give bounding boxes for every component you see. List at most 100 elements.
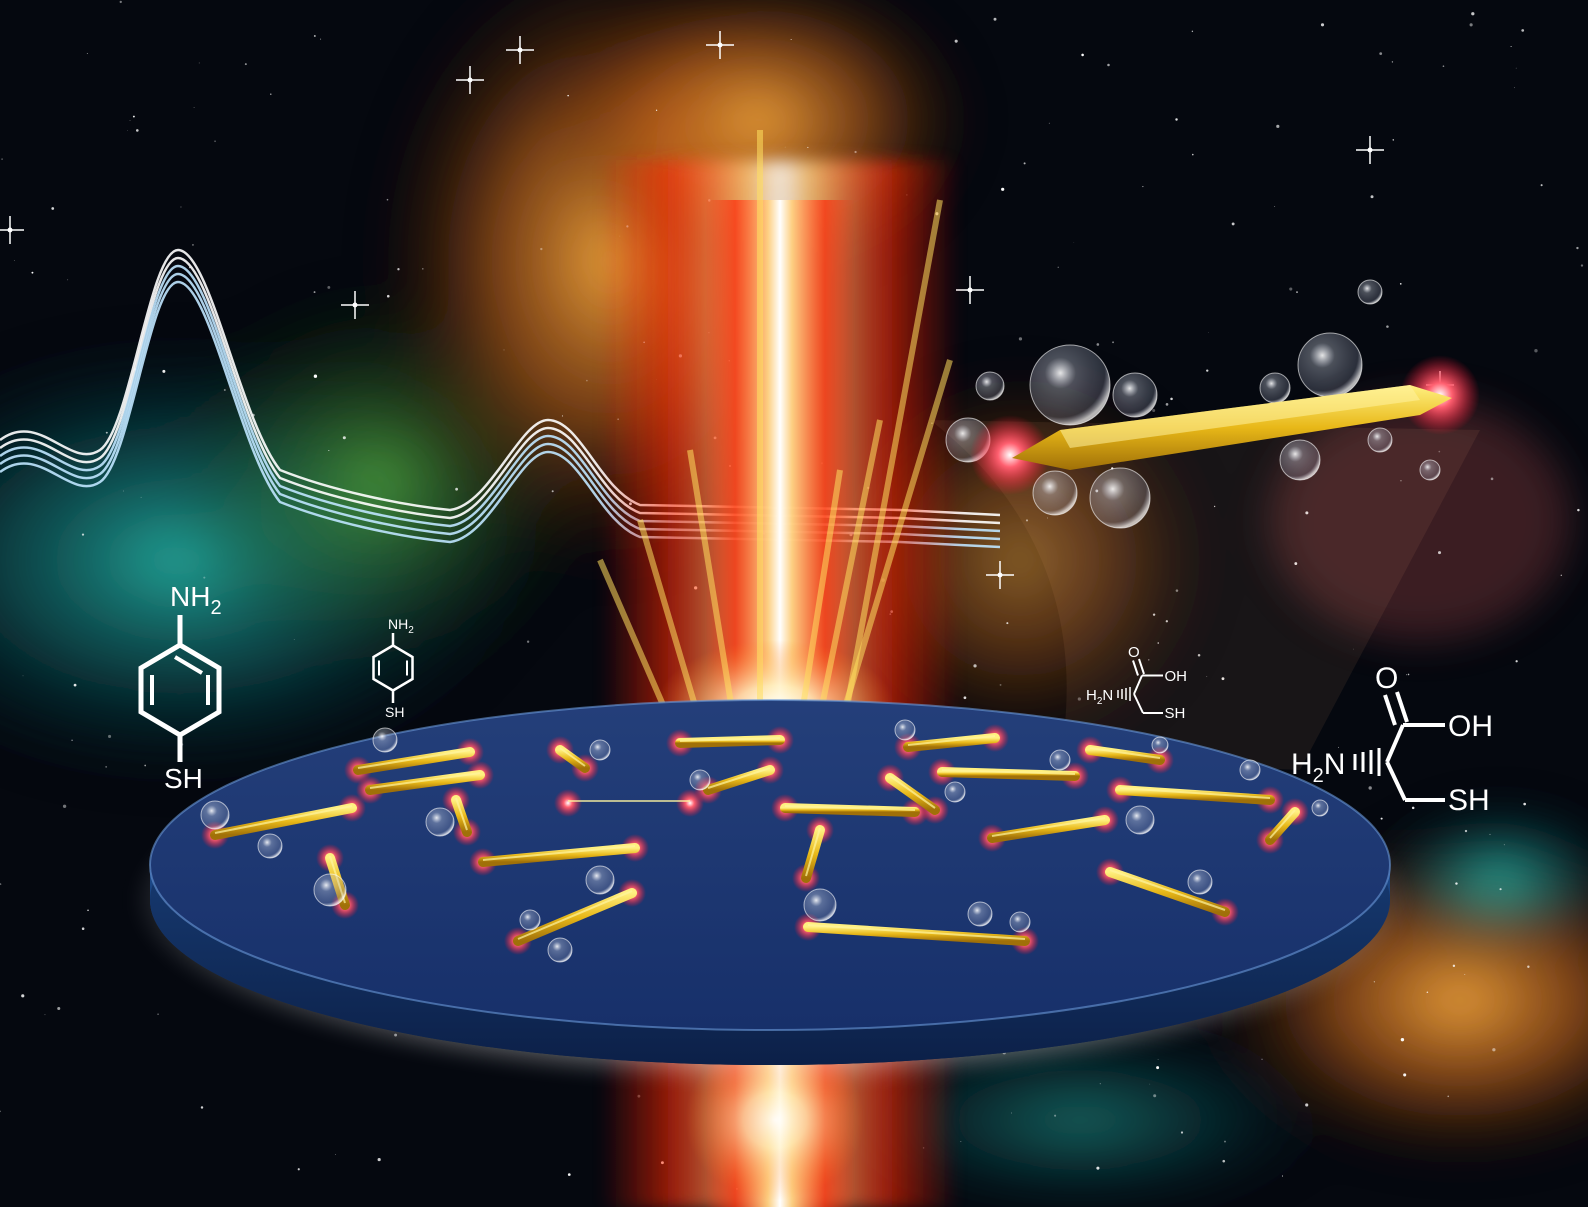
star: [119, 0, 122, 4]
star: [1352, 648, 1354, 650]
star: [1400, 1037, 1405, 1042]
star: [1180, 1131, 1184, 1134]
star: [1213, 505, 1216, 508]
bubble: [1151, 736, 1169, 754]
bubble: [589, 739, 611, 761]
star: [1469, 23, 1473, 27]
star: [62, 804, 67, 808]
raman-spectrum-lines: [0, 248, 1001, 549]
star: [198, 62, 200, 64]
gold-nanorod: [546, 736, 599, 782]
bubble: [1089, 467, 1151, 529]
spectrum-trace: [0, 264, 1001, 533]
star: [993, 17, 997, 21]
amine-label: NH2: [170, 581, 222, 619]
cysteine-structure-small: O OH H2N SH: [1086, 644, 1187, 722]
bubble: [425, 807, 455, 837]
star: [1337, 746, 1339, 748]
star: [1386, 325, 1389, 328]
gold-nanorod: [771, 794, 929, 826]
star: [386, 198, 389, 201]
spectrum-trace: [0, 248, 1001, 517]
star: [854, 150, 857, 154]
star: [22, 675, 24, 677]
star: [1464, 829, 1468, 833]
bubble: [372, 727, 398, 753]
star: [1274, 206, 1276, 208]
star: [561, 415, 564, 417]
star: [1001, 187, 1005, 191]
star: [1148, 659, 1150, 661]
star: [73, 683, 77, 687]
bubble: [1049, 749, 1071, 771]
carbonyl-o-label-small: O: [1128, 644, 1140, 661]
star: [132, 115, 135, 118]
bubble: [1297, 332, 1363, 398]
bubble: [1009, 911, 1031, 933]
star: [1152, 613, 1156, 616]
star: [1276, 124, 1280, 128]
star: [397, 268, 400, 271]
star: [1112, 341, 1114, 344]
star: [1073, 242, 1075, 243]
gold-nanorod: [876, 764, 949, 824]
star: [1057, 266, 1059, 268]
bubble: [200, 800, 230, 830]
star: [193, 107, 195, 109]
bubble: [313, 873, 347, 907]
star: [1368, 786, 1372, 790]
star: [1452, 964, 1456, 968]
star: [1192, 153, 1194, 156]
star: [157, 1013, 159, 1015]
bubble: [1125, 805, 1155, 835]
star: [1224, 1140, 1226, 1143]
star: [377, 1158, 381, 1162]
spectrum-trace: [0, 256, 1001, 525]
gold-nanorod: [1076, 736, 1174, 774]
star: [1503, 844, 1505, 846]
magnified-nanorod: [970, 355, 1480, 495]
bubble: [967, 901, 993, 927]
star: [140, 496, 142, 498]
star: [244, 63, 247, 66]
bubbles: [200, 279, 1441, 963]
star: [1527, 965, 1530, 968]
star: [1096, 343, 1100, 346]
star: [1206, 369, 1209, 372]
sparkle-star: [0, 216, 24, 244]
star: [567, 1173, 571, 1176]
star: [162, 369, 166, 373]
star: [313, 374, 318, 378]
star: [1438, 551, 1442, 555]
star: [135, 129, 139, 132]
star: [1156, 1066, 1160, 1070]
star: [1305, 1103, 1309, 1107]
bubble: [519, 909, 541, 931]
star: [1438, 450, 1441, 453]
star: [87, 909, 89, 912]
bubble: [689, 769, 711, 791]
star: [1011, 1112, 1012, 1114]
star: [1023, 162, 1026, 165]
star: [327, 286, 331, 289]
star: [1499, 888, 1502, 891]
star: [86, 53, 88, 55]
bubble: [1259, 372, 1291, 404]
hydroxyl-label-small: OH: [1165, 668, 1188, 685]
star: [187, 590, 189, 591]
star: [1157, 642, 1160, 644]
star: [784, 146, 786, 148]
star: [122, 490, 124, 492]
gold-nanorod: [1256, 798, 1309, 854]
star: [1046, 517, 1048, 519]
star: [1206, 676, 1208, 677]
star: [108, 734, 112, 738]
star: [1515, 660, 1518, 663]
star: [293, 639, 295, 641]
bubble: [257, 833, 283, 859]
star: [1152, 409, 1156, 413]
star: [342, 436, 346, 440]
star: [1510, 46, 1512, 48]
star: [1464, 974, 1466, 976]
